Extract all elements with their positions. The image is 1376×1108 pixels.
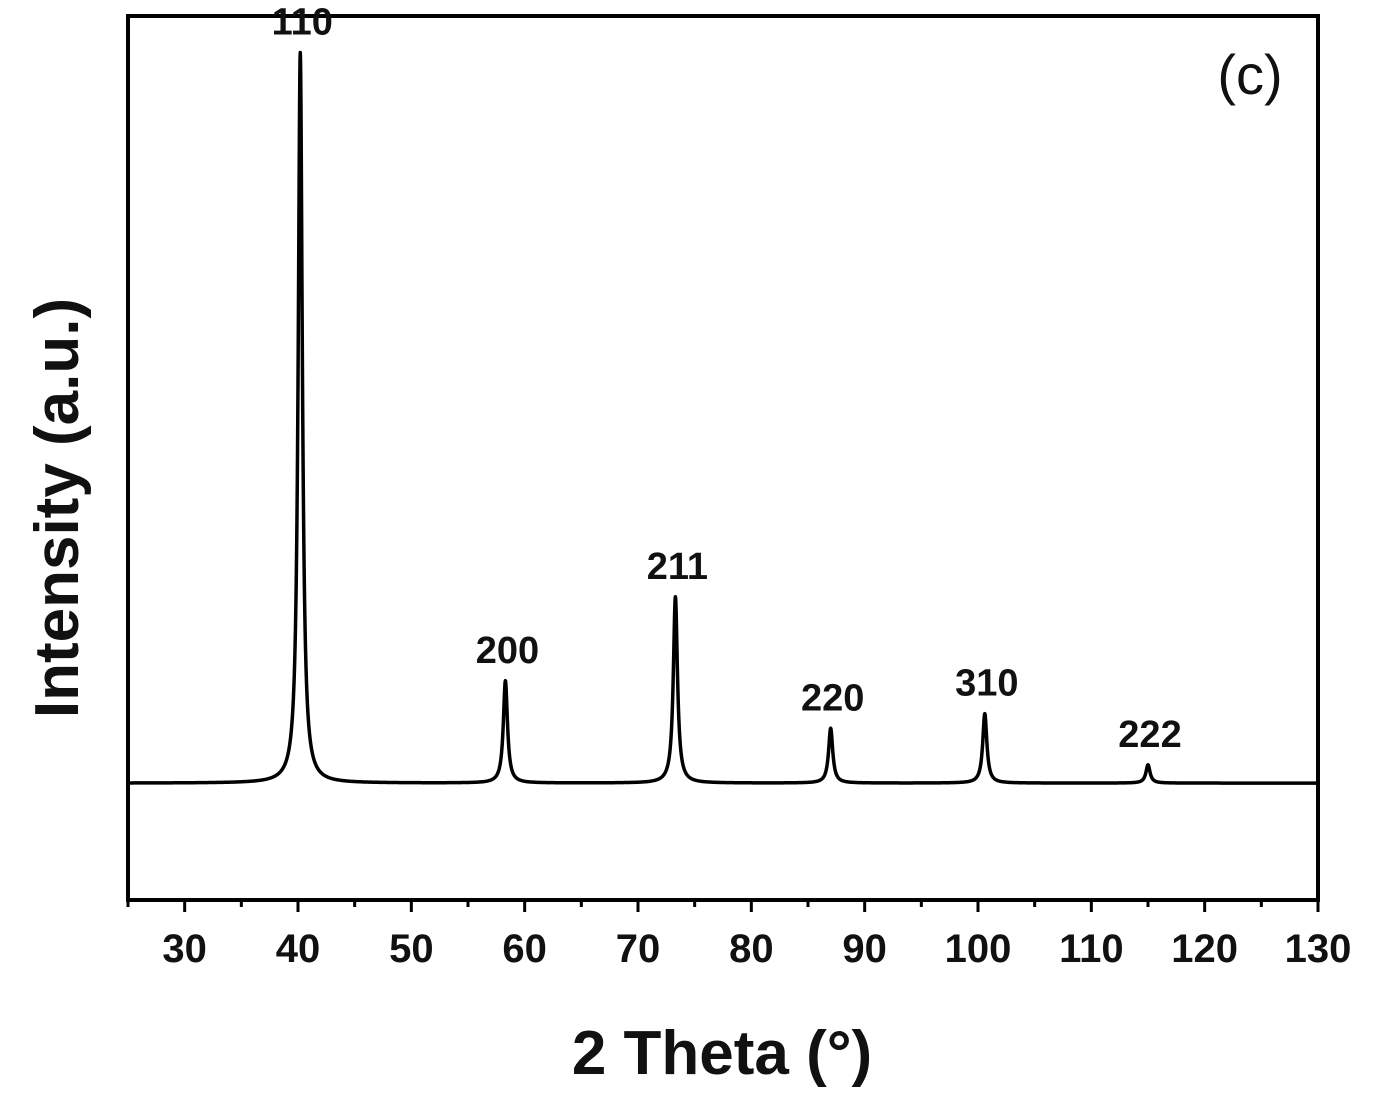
x-tick-label: 60 (502, 927, 547, 971)
x-tick-label: 120 (1171, 927, 1238, 971)
x-tick-label: 130 (1285, 927, 1352, 971)
diffraction-pattern-line (127, 50, 1319, 785)
peak-label-310: 310 (955, 663, 1018, 705)
x-tick-label: 50 (389, 927, 434, 971)
x-tick-label: 100 (945, 927, 1012, 971)
peak-label-220: 220 (801, 677, 864, 719)
x-tick-label: 110 (1059, 927, 1124, 971)
x-tick-label: 80 (729, 927, 774, 971)
peak-label-200: 200 (476, 630, 539, 672)
x-tick-label: 40 (276, 927, 321, 971)
x-axis-title: 2 Theta (°) (572, 1019, 872, 1088)
x-tick-label: 70 (616, 927, 661, 971)
y-axis-title: Intensity (a.u.) (23, 298, 92, 718)
peak-labels: 110 200 211 220 310 222 (272, 2, 1182, 756)
x-axis-tick-labels: 30 40 50 60 70 80 90 100 110 120 130 (162, 927, 1351, 971)
x-tick-label: 30 (162, 927, 207, 971)
peak-label-222: 222 (1118, 714, 1181, 756)
x-axis-ticks (126, 900, 1320, 912)
peak-label-211: 211 (647, 546, 708, 588)
panel-label: (c) (1217, 43, 1282, 106)
plot-frame (126, 14, 1320, 902)
x-tick-label: 90 (842, 927, 887, 971)
peak-label-110: 110 (272, 2, 333, 44)
